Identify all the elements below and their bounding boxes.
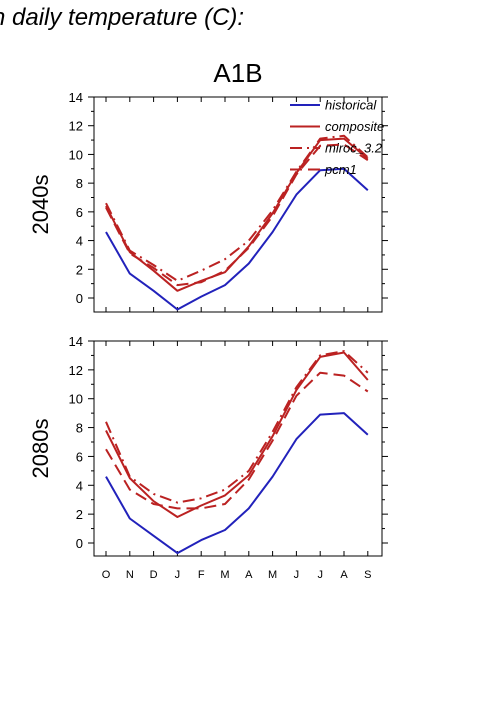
y-tick-label: 12 (69, 363, 83, 378)
x-tick-label: N (126, 569, 134, 581)
page-title: n daily temperature (C): (0, 4, 245, 31)
series-line-2080s-pcm1 (105, 371, 369, 510)
y-tick-label: 6 (76, 205, 83, 220)
y-tick-label: 4 (76, 234, 83, 249)
x-tick-label: F (198, 569, 205, 581)
panel-label-2040s: 2040s (28, 175, 53, 235)
x-tick-label: J (175, 569, 181, 581)
series-line-2040s-historical (105, 167, 369, 311)
series-line-2080s-historical (105, 412, 369, 555)
x-tick-label: S (364, 569, 371, 581)
y-tick-label: 2 (76, 507, 83, 522)
series-line-2080s-miroc-3-2 (105, 350, 369, 504)
panel-frame-2040s (93, 96, 383, 313)
series-line-2040s-composite (105, 137, 369, 292)
panel-label-2080s: 2080s (28, 419, 53, 479)
y-tick-label: 14 (69, 334, 83, 349)
x-tick-label: A (245, 569, 253, 581)
series-line-2040s-pcm1 (105, 143, 369, 287)
x-tick-label: D (150, 569, 158, 581)
y-tick-label: 8 (76, 176, 83, 191)
y-tick-label: 14 (69, 90, 83, 105)
y-tick-label: 4 (76, 478, 83, 493)
legend-label-historical: historical (325, 98, 377, 113)
chart-title: A1B (213, 58, 262, 88)
x-tick-label: O (102, 569, 111, 581)
x-tick-label: J (317, 569, 323, 581)
y-tick-label: 8 (76, 421, 83, 436)
series-line-2040s-miroc-3-2 (105, 134, 369, 282)
legend-label-miroc-3-2: miroc_3.2 (325, 141, 383, 156)
legend-label-pcm1: pcm1 (324, 162, 357, 177)
y-tick-label: 10 (69, 147, 83, 162)
x-tick-label: M (268, 569, 277, 581)
y-tick-label: 2 (76, 262, 83, 277)
y-tick-label: 0 (76, 291, 83, 306)
y-tick-label: 0 (76, 536, 83, 551)
x-tick-label: A (340, 569, 348, 581)
y-tick-label: 10 (69, 392, 83, 407)
legend-label-composite: composite (325, 119, 384, 134)
y-tick-label: 6 (76, 449, 83, 464)
panel-frame-2080s (93, 340, 383, 557)
x-tick-label: M (220, 569, 229, 581)
y-tick-label: 12 (69, 119, 83, 134)
series-line-2080s-composite (105, 351, 369, 518)
x-tick-label: J (294, 569, 300, 581)
